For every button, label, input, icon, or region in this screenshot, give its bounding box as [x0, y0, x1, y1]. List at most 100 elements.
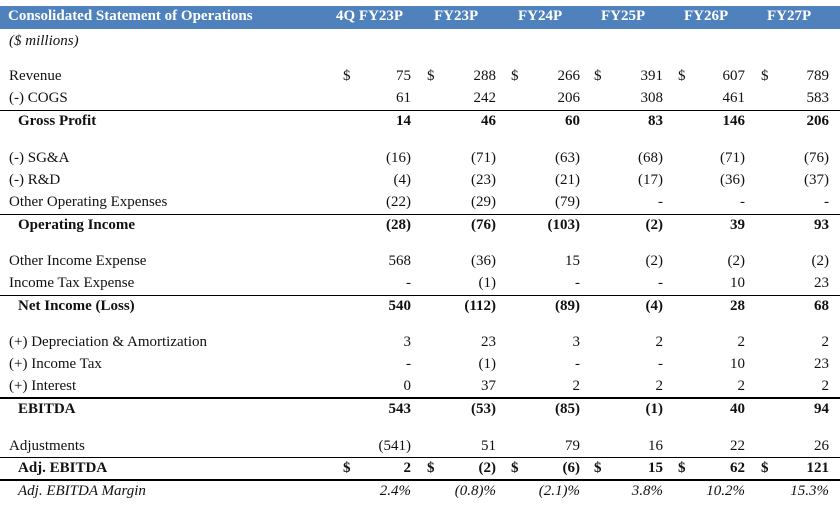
cell-operating-income-2: (76) [471, 217, 496, 233]
cell-revenue-1: 75 [396, 68, 411, 84]
cell-ebitda-4: (1) [645, 401, 664, 417]
cell-income-tax-2: (1) [478, 356, 497, 372]
row-label-net-income: Net Income (Loss) [18, 298, 135, 314]
cell-interest-2: 37 [481, 378, 496, 394]
cell-adjustments-1: (541) [378, 438, 412, 454]
cell-sga-4: (68) [638, 150, 663, 166]
cell-interest-6: 2 [821, 378, 830, 394]
column-header-fy25p: FY25P [601, 8, 646, 24]
dollar-sign: $ [427, 460, 435, 476]
cell-income-tax-expense-2: (1) [478, 275, 497, 291]
row-label-adj-ebitda: Adj. EBITDA [18, 460, 108, 476]
cell-income-tax-expense-3: - [575, 275, 580, 291]
column-header-fy23p: FY23P [434, 8, 479, 24]
cell-net-income-5: 28 [730, 298, 745, 314]
table-header: Consolidated Statement of Operations 4Q … [0, 6, 840, 29]
cell-cogs-6: 583 [806, 90, 830, 106]
cell-other-income-expense-3: 15 [565, 253, 580, 269]
column-header-fy24p: FY24P [518, 8, 563, 24]
cell-other-income-expense-6: (2) [811, 253, 830, 269]
cell-income-tax-4: - [658, 356, 663, 372]
cell-gross-profit-3: 60 [565, 113, 580, 129]
row-label-adjustments: Adjustments [9, 438, 85, 454]
cell-ebitda-1: 543 [388, 401, 412, 417]
cell-rnd-6: (37) [804, 172, 829, 188]
cell-gross-profit-6: 206 [806, 113, 830, 129]
cell-adj-ebitda-4: 15 [648, 460, 663, 476]
dollar-sign: $ [511, 460, 519, 476]
divider-rule [0, 295, 840, 296]
row-label-gross-profit: Gross Profit [18, 113, 97, 129]
cell-gross-profit-5: 146 [722, 113, 746, 129]
row-label-income-tax: (+) Income Tax [9, 356, 102, 372]
cell-adj-ebitda-margin-4: 3.8% [631, 483, 663, 499]
cell-rnd-1: (4) [393, 172, 412, 188]
cell-sga-5: (71) [720, 150, 745, 166]
cell-adj-ebitda-margin-1: 2.4% [379, 483, 411, 499]
row-label-ebitda: EBITDA [18, 401, 76, 417]
divider-rule [0, 110, 840, 111]
row-label-depreciation: (+) Depreciation & Amortization [9, 334, 207, 350]
cell-cogs-1: 61 [396, 90, 411, 106]
cell-net-income-3: (89) [555, 298, 580, 314]
dollar-sign: $ [427, 68, 435, 84]
dollar-sign: $ [343, 68, 351, 84]
cell-adj-ebitda-6: 121 [806, 460, 830, 476]
dollar-sign: $ [761, 68, 769, 84]
cell-adj-ebitda-2: (2) [478, 460, 497, 476]
cell-net-income-1: 540 [388, 298, 412, 314]
cell-other-opex-2: (29) [471, 194, 496, 210]
cell-adj-ebitda-margin-6: 15.3% [790, 483, 829, 499]
cell-net-income-2: (112) [464, 298, 496, 314]
cell-ebitda-3: (85) [555, 401, 580, 417]
column-header-fy26p: FY26P [684, 8, 729, 24]
cell-operating-income-4: (2) [645, 217, 664, 233]
cell-other-opex-1: (22) [386, 194, 411, 210]
column-header-4q-fy23p: 4Q FY23P [336, 8, 404, 24]
cell-rnd-5: (36) [720, 172, 745, 188]
dollar-sign: $ [761, 460, 769, 476]
cell-adj-ebitda-1: 2 [403, 460, 412, 476]
cell-other-income-expense-1: 568 [388, 253, 412, 269]
cell-ebitda-2: (53) [471, 401, 496, 417]
divider-rule [0, 457, 840, 458]
cell-sga-6: (76) [804, 150, 829, 166]
cell-rnd-3: (21) [555, 172, 580, 188]
cell-rnd-2: (23) [471, 172, 496, 188]
cell-depreciation-5: 2 [737, 334, 746, 350]
cell-rnd-4: (17) [638, 172, 663, 188]
cell-interest-4: 2 [655, 378, 664, 394]
divider-rule [0, 397, 840, 399]
cell-interest-5: 2 [737, 378, 746, 394]
cell-sga-3: (63) [555, 150, 580, 166]
cell-operating-income-5: 39 [730, 217, 745, 233]
cell-gross-profit-4: 83 [648, 113, 663, 129]
cell-adj-ebitda-margin-2: (0.8)% [454, 483, 496, 499]
cell-gross-profit-2: 46 [481, 113, 496, 129]
row-label-interest: (+) Interest [9, 378, 77, 394]
row-label-income-tax-expense: Income Tax Expense [9, 275, 135, 291]
dollar-sign: $ [511, 68, 519, 84]
cell-ebitda-6: 94 [814, 401, 829, 417]
cell-cogs-3: 206 [557, 90, 581, 106]
divider-rule [0, 214, 840, 215]
row-label-operating-income: Operating Income [18, 217, 136, 233]
cell-adj-ebitda-margin-5: 10.2% [706, 483, 745, 499]
units-subtitle: ($ millions) [9, 33, 79, 49]
cell-interest-1: 0 [403, 378, 412, 394]
cell-net-income-6: 68 [814, 298, 829, 314]
cell-income-tax-expense-5: 10 [730, 275, 745, 291]
row-label-sga: (-) SG&A [9, 150, 70, 166]
statement-title: Consolidated Statement of Operations [8, 8, 253, 24]
cell-income-tax-3: - [575, 356, 580, 372]
row-label-rnd: (-) R&D [9, 172, 61, 188]
cell-other-opex-4: - [658, 194, 663, 210]
cell-income-tax-5: 10 [730, 356, 745, 372]
cell-operating-income-3: (103) [547, 217, 581, 233]
cell-depreciation-3: 3 [572, 334, 581, 350]
cell-income-tax-expense-6: 23 [814, 275, 829, 291]
cell-depreciation-6: 2 [821, 334, 830, 350]
cell-cogs-5: 461 [722, 90, 746, 106]
cell-income-tax-6: 23 [814, 356, 829, 372]
